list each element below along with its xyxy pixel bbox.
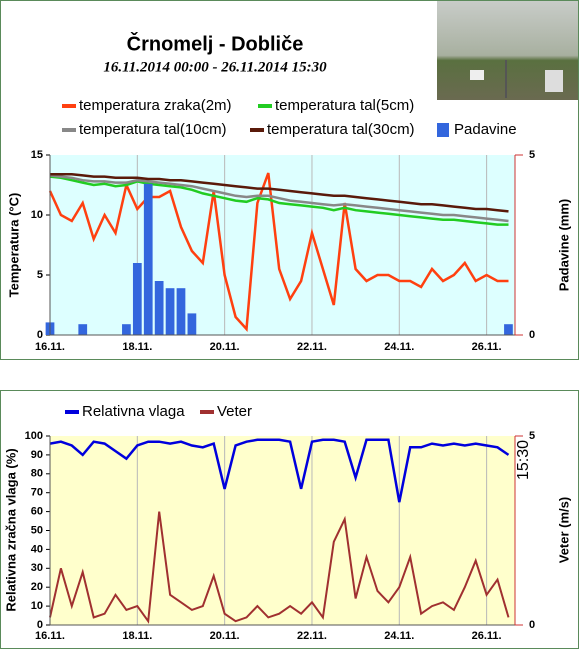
legend-label: temperatura tal(5cm) (275, 97, 414, 114)
y-tick-label: 90 (31, 449, 43, 461)
data-line (49, 438, 510, 503)
x-tick-label: 16.11. (35, 630, 65, 642)
legend-label: temperatura zraka(2m) (79, 97, 232, 114)
x-tick-label: 20.11. (210, 341, 240, 353)
bar (143, 183, 153, 335)
y-tick-label: 40 (31, 543, 43, 555)
legend-label: Veter (217, 403, 252, 420)
y-tick-label: 60 (31, 506, 43, 518)
time-annotation: 15:30 (515, 440, 532, 480)
legend-label: temperatura tal(30cm) (267, 121, 415, 138)
data-line (49, 511, 510, 624)
x-tick-label: 20.11. (210, 630, 240, 642)
y-tick-label: 30 (31, 562, 43, 574)
y-tick-label: 70 (31, 487, 43, 499)
y2-axis-title: Veter (m/s) (556, 497, 571, 563)
x-tick-label: 16.11. (35, 341, 65, 353)
x-tick-label: 18.11. (122, 630, 152, 642)
y2-tick-label: 0 (529, 329, 535, 341)
x-tick-label: 22.11. (297, 341, 327, 353)
legend-label: Relativna vlaga (82, 403, 185, 420)
y-tick-label: 15 (31, 149, 43, 161)
legend-label: Padavine (454, 121, 517, 138)
legend-label: temperatura tal(10cm) (79, 121, 227, 138)
x-tick-label: 26.11. (472, 630, 502, 642)
x-tick-label: 26.11. (472, 341, 502, 353)
y-axis-title: Relativna zračna vlaga (%) (3, 448, 18, 611)
legend-swatch (437, 123, 449, 137)
y-tick-label: 5 (37, 269, 43, 281)
y2-tick-label: 5 (529, 430, 535, 442)
bar (504, 324, 513, 335)
x-tick-label: 24.11. (384, 341, 414, 353)
bar (187, 313, 197, 335)
x-tick-label: 18.11. (122, 341, 152, 353)
x-tick-label: 24.11. (384, 630, 414, 642)
y-tick-label: 10 (31, 209, 43, 221)
station-photo (437, 1, 578, 100)
x-tick-label: 22.11. (297, 630, 327, 642)
y-tick-label: 0 (37, 329, 43, 341)
y2-axis-title: Padavine (mm) (556, 199, 571, 291)
y-axis-title: Temperatura (°C) (6, 193, 21, 298)
y-tick-label: 20 (31, 581, 43, 593)
chart-subtitle: 16.11.2014 00:00 - 26.11.2014 15:30 (103, 59, 327, 75)
bar (78, 324, 88, 335)
y-tick-label: 100 (25, 430, 43, 442)
y-tick-label: 0 (37, 619, 43, 631)
plot-area (50, 436, 515, 625)
bar (154, 281, 164, 335)
chart-title: Črnomelj - Dobliče (127, 31, 304, 55)
bar (165, 288, 175, 335)
y2-tick-label: 0 (529, 619, 535, 631)
bar (122, 324, 131, 335)
data-line (50, 172, 509, 213)
bar (132, 263, 142, 335)
y-tick-label: 10 (31, 600, 43, 612)
y2-tick-label: 5 (529, 149, 535, 161)
bar (176, 288, 186, 335)
data-line (49, 174, 509, 223)
y-tick-label: 50 (31, 524, 43, 536)
y-tick-label: 80 (31, 468, 43, 480)
data-line (49, 175, 509, 226)
